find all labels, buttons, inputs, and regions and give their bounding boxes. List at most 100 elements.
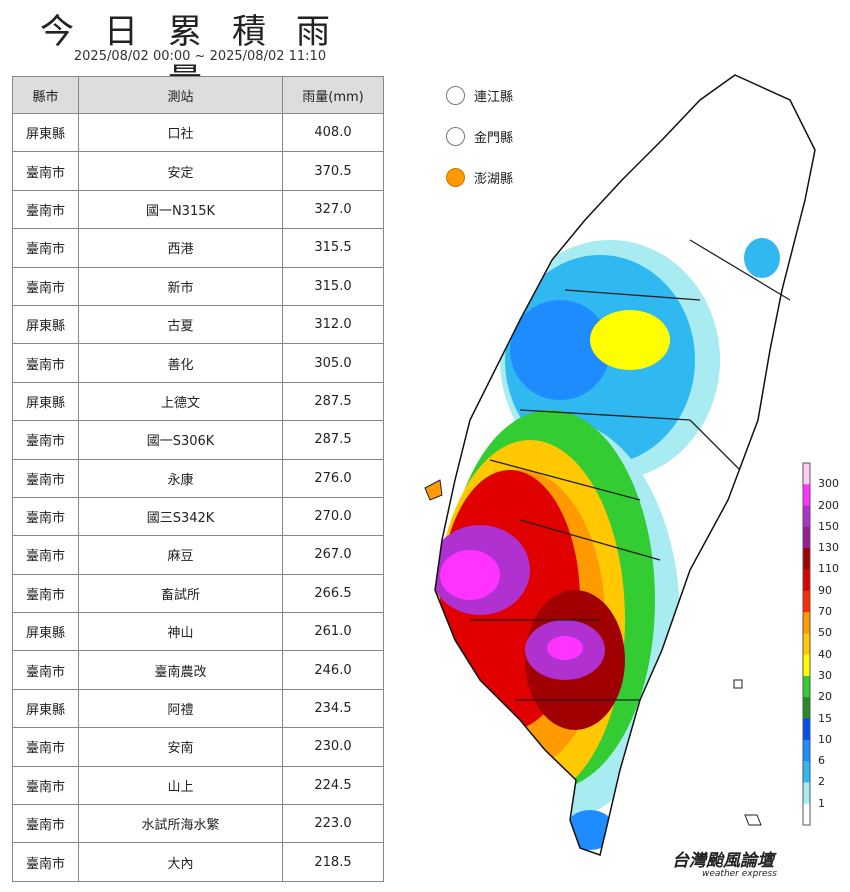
colorbar-bin — [803, 803, 810, 826]
colorbar-tick: 30 — [818, 668, 832, 682]
colorbar-bin — [803, 484, 810, 507]
taiwan-outline — [434, 74, 816, 856]
cell-county: 臺南市 — [12, 804, 79, 844]
island-label: 連江縣 — [474, 90, 514, 105]
cell-station: 山上 — [78, 765, 283, 806]
cell-county: 臺南市 — [12, 765, 79, 806]
cell-station: 臺南農改 — [78, 650, 283, 690]
cell-station: 國一N315K — [78, 189, 283, 230]
cell-rainfall: 276.0 — [282, 458, 384, 498]
colorbar-tick: 90 — [818, 583, 832, 597]
cell-county: 臺南市 — [12, 420, 79, 460]
cell-rainfall: 287.5 — [282, 381, 384, 422]
cell-rainfall: 218.5 — [282, 842, 384, 882]
cell-county: 屏東縣 — [12, 612, 79, 652]
colorbar-tick: 40 — [818, 647, 832, 661]
table-row: 臺南市 臺南農改 246.0 — [12, 650, 384, 690]
colorbar-tick: 150 — [818, 519, 839, 533]
table-row: 臺南市 國三S342K 270.0 — [12, 496, 384, 537]
cell-station: 永康 — [78, 458, 283, 498]
colorbar-bin — [803, 505, 810, 528]
header-station: 測站 — [78, 76, 283, 114]
colorbar-tick: 50 — [818, 626, 832, 640]
cell-station: 國三S342K — [78, 496, 283, 537]
colorbar-tick: 15 — [818, 711, 832, 725]
island-matsu: 連江縣 — [446, 86, 513, 105]
table-row: 臺南市 大內 218.5 — [12, 842, 384, 882]
cell-station: 上德文 — [78, 381, 283, 422]
island-penghu: 澎湖縣 — [446, 168, 513, 187]
cell-county: 臺南市 — [12, 266, 79, 306]
colorbar-frame — [802, 462, 811, 826]
cell-rainfall: 224.5 — [282, 765, 384, 806]
table-row: 屏東縣 口社 408.0 — [12, 112, 384, 153]
island-label: 澎湖縣 — [474, 172, 514, 187]
cell-county: 臺南市 — [12, 151, 79, 191]
colorbar-tick: 10 — [818, 732, 832, 746]
cell-rainfall: 234.5 — [282, 688, 384, 729]
cell-station: 麻豆 — [78, 535, 283, 575]
colorbar-tick: 110 — [818, 562, 839, 576]
penghu-dot — [446, 168, 465, 187]
table-row: 屏東縣 神山 261.0 — [12, 612, 384, 652]
colorbar-tick: 130 — [818, 541, 839, 555]
colorbar-tick: 6 — [818, 754, 825, 768]
colorbar-bin — [803, 569, 810, 592]
colorbar-tick: 1 — [818, 796, 825, 810]
cell-county: 臺南市 — [12, 535, 79, 575]
colorbar-bin — [803, 526, 810, 549]
table-row: 臺南市 山上 224.5 — [12, 765, 384, 806]
rainfall-table: 縣市 測站 雨量(mm) 屏東縣 口社 408.0 臺南市 安定 370.5 臺南市 國一N3… — [12, 76, 384, 882]
matsu-dot — [446, 86, 465, 105]
cell-county: 臺南市 — [12, 228, 79, 268]
penghu-island — [424, 479, 443, 501]
logo-tagline: weather express — [702, 869, 777, 879]
colorbar-bin — [803, 739, 810, 762]
island-kinmen: 金門縣 — [446, 127, 513, 146]
cell-station: 口社 — [78, 112, 283, 153]
cell-rainfall: 223.0 — [282, 804, 384, 844]
cell-county: 屏東縣 — [12, 112, 79, 153]
colorbar-tick: 20 — [818, 690, 832, 704]
county-borders — [470, 239, 791, 701]
table-row: 臺南市 畜試所 266.5 — [12, 573, 384, 614]
table-row: 臺南市 西港 315.5 — [12, 228, 384, 268]
cell-rainfall: 315.5 — [282, 228, 384, 268]
cell-station: 神山 — [78, 612, 283, 652]
colorbar-bin — [803, 463, 810, 485]
island-label: 金門縣 — [474, 131, 514, 146]
table-row: 臺南市 安定 370.5 — [12, 151, 384, 191]
colorbar-bin — [803, 548, 810, 570]
colorbar-bin — [803, 654, 810, 677]
table-row: 屏東縣 上德文 287.5 — [12, 381, 384, 422]
rain-patch-yilan — [744, 238, 780, 278]
colorbar-tick: 200 — [818, 498, 839, 512]
logo: 台灣颱風論壇 weather express — [672, 846, 777, 879]
cell-rainfall: 266.5 — [282, 573, 384, 614]
table-row: 臺南市 麻豆 267.0 — [12, 535, 384, 575]
colorbar-bin — [803, 782, 810, 805]
time-range: 2025/08/02 00:00 ~ 2025/08/02 11:10 — [73, 49, 327, 64]
cell-county: 臺南市 — [12, 842, 79, 882]
colorbar-tick: 70 — [818, 605, 832, 619]
logo-name: 台灣颱風論壇 — [672, 851, 774, 871]
colorbar-tick: 300 — [818, 477, 839, 491]
cell-county: 臺南市 — [12, 727, 79, 767]
offshore-islands — [733, 679, 762, 826]
colorbar-bin — [803, 633, 810, 656]
header-rainfall: 雨量(mm) — [282, 76, 384, 114]
colorbar-bin — [803, 612, 810, 634]
cell-rainfall: 312.0 — [282, 304, 384, 345]
colorbar — [802, 462, 811, 826]
kinmen-dot — [446, 127, 465, 146]
colorbar-tick: 2 — [818, 775, 825, 789]
colorbar-bin — [803, 590, 810, 613]
colorbar-bin — [803, 718, 810, 741]
colorbar-bin — [803, 761, 810, 783]
cell-rainfall: 305.0 — [282, 343, 384, 383]
cell-county: 屏東縣 — [12, 304, 79, 345]
cell-station: 畜試所 — [78, 573, 283, 614]
colorbar-bin — [803, 675, 810, 698]
colorbar-bin — [803, 697, 810, 720]
